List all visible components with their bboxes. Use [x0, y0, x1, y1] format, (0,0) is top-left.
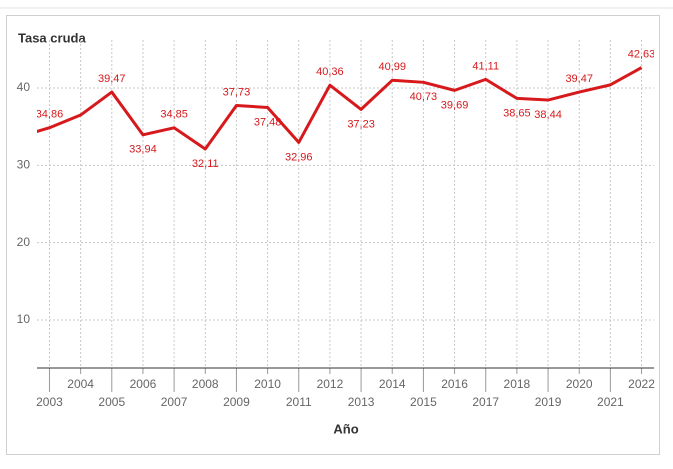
x-tick-label: 2007 — [161, 395, 188, 409]
data-label: 40,73 — [410, 91, 438, 103]
x-axis-title: Año — [333, 421, 358, 436]
data-label: 33,65 — [5, 146, 33, 158]
data-label: 41,11 — [472, 60, 499, 72]
x-tick-label: 2009 — [223, 395, 250, 409]
x-tick-label: 2004 — [67, 377, 94, 391]
x-tick-label: 2013 — [348, 395, 375, 409]
x-tick-label: 2016 — [441, 377, 468, 391]
x-tick-label: 2020 — [566, 377, 593, 391]
data-label: 37,73 — [223, 86, 251, 98]
x-tick-label: 2005 — [98, 395, 125, 409]
data-label: 39,69 — [441, 99, 469, 111]
x-tick-label: 2021 — [597, 395, 624, 409]
data-label: 32,96 — [285, 151, 313, 163]
y-tick-label: 20 — [17, 235, 31, 249]
x-tick-label: 2010 — [254, 377, 281, 391]
y-tick-label: 30 — [17, 157, 31, 171]
x-tick-label: 2022 — [628, 377, 655, 391]
x-tick-label: 2017 — [472, 395, 499, 409]
y-tick-label: 10 — [17, 312, 31, 326]
x-tick-label: 2014 — [379, 377, 406, 391]
data-label: 34,86 — [36, 109, 64, 121]
data-label: 32,11 — [192, 158, 219, 170]
data-line — [37, 66, 643, 151]
y-tick-label: 40 — [17, 80, 31, 94]
data-label: 37,23 — [347, 118, 375, 130]
x-tick-label: 2012 — [317, 377, 344, 391]
plot-area: 33,65 34,86 39,47 33,94 34,85 32,11 37,73 37,48… — [5, 49, 656, 170]
x-tick-label: 2018 — [504, 377, 531, 391]
x-tick-label: 2006 — [130, 377, 157, 391]
data-label: 42,63 — [628, 49, 656, 61]
frame — [6, 15, 660, 455]
x-tick-label: 2008 — [192, 377, 219, 391]
chart-title: Tasa cruda — [18, 30, 86, 45]
x-tick-label: 2003 — [36, 395, 63, 409]
data-label: 37,48 — [254, 116, 282, 128]
data-label: 34,85 — [160, 109, 188, 121]
x-tick-label: 2019 — [535, 395, 562, 409]
x-tick-label: 2011 — [286, 395, 312, 409]
data-label: 39,47 — [565, 73, 593, 85]
x-tick-label: 2015 — [410, 395, 437, 409]
data-label: 40,99 — [378, 61, 406, 73]
data-label: 40,36 — [316, 66, 344, 78]
data-label: 38,65 — [503, 107, 531, 119]
data-label: 38,44 — [534, 109, 562, 121]
data-label: 33,94 — [129, 144, 157, 156]
data-label: 39,47 — [98, 73, 126, 85]
